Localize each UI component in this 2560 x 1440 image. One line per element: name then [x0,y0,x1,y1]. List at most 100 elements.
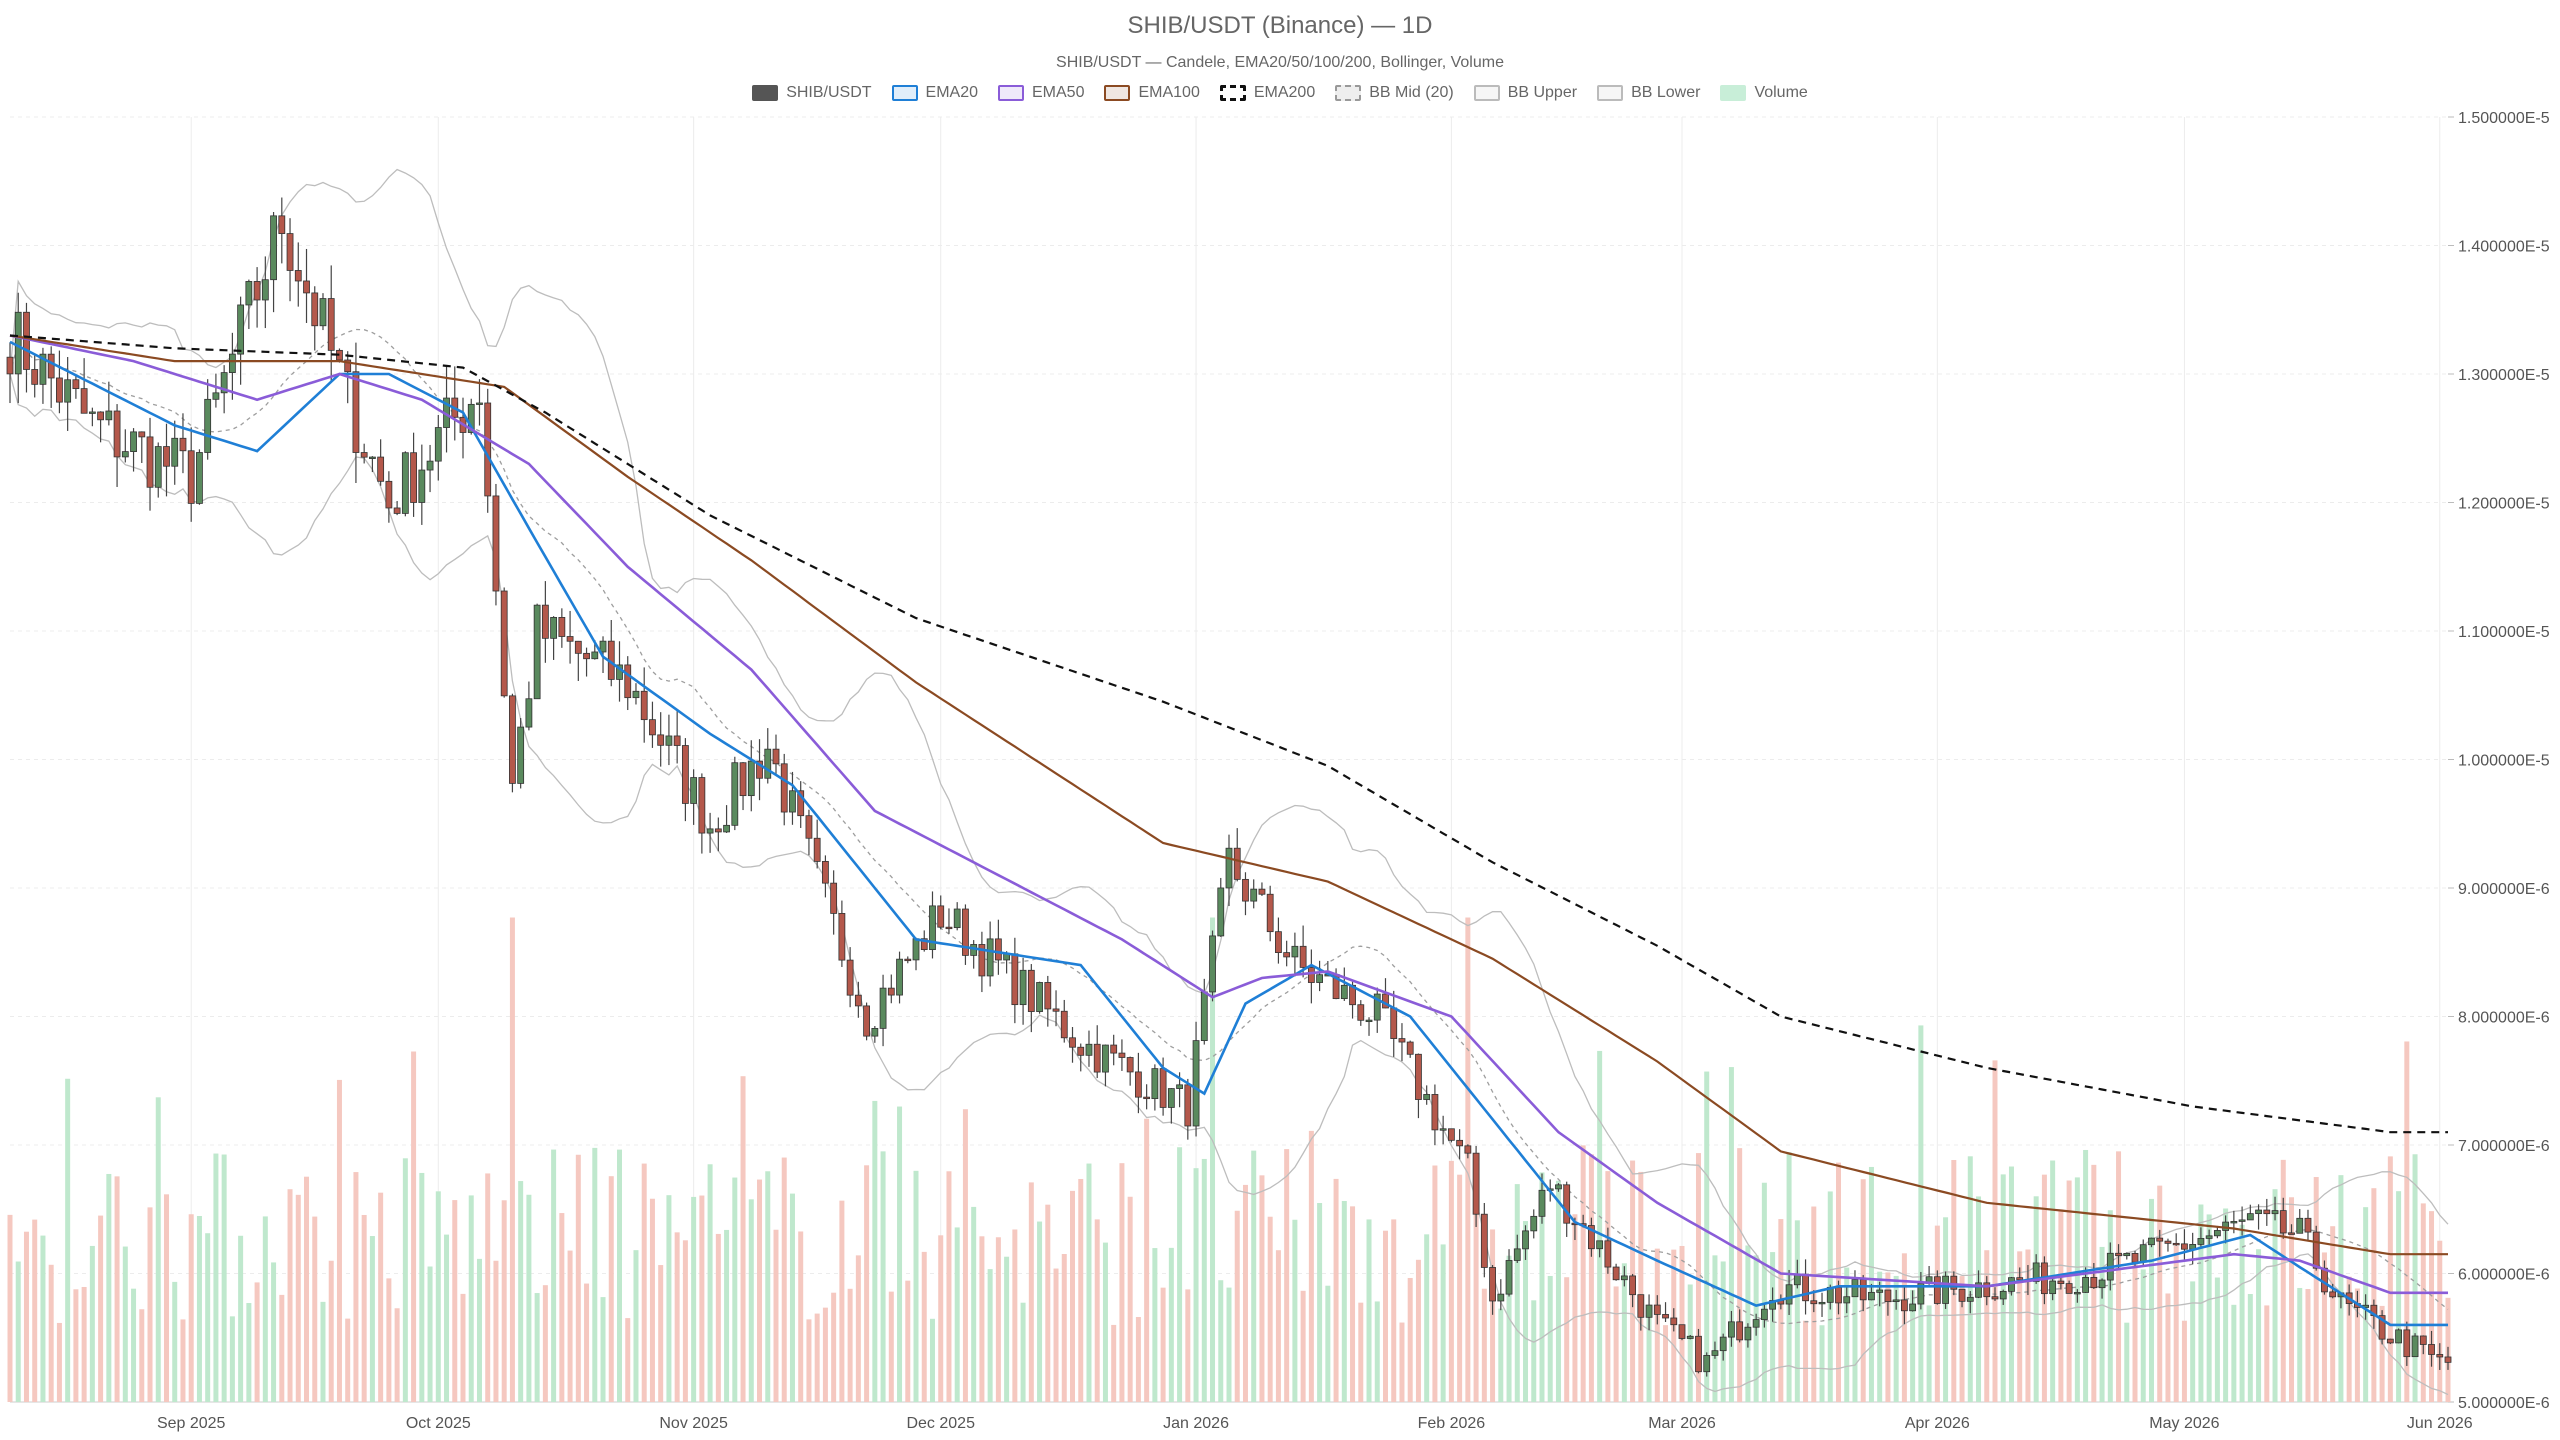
candle-body [1513,1248,1521,1261]
candle-body [2436,1354,2444,1358]
volume-bar [2116,1151,2122,1402]
volume-bar [1053,1268,1059,1402]
candle-body [1810,1300,1818,1305]
volume-bar [2148,1198,2154,1402]
candle-body [1184,1084,1192,1127]
candle-body [591,651,599,660]
legend-item-ema20[interactable]: EMA20 [891,84,978,102]
y-tick-label: 1.200000E-5 [2458,496,2550,513]
volume-bar [715,1233,721,1402]
volume-bar [1679,1245,1685,1402]
candle-body [2197,1238,2205,1245]
candle-body [1522,1230,1529,1250]
volume-bar [485,1173,491,1402]
candle-body [1620,1275,1628,1281]
volume-bar [1605,1171,1611,1402]
volume-bar [1242,1184,1248,1402]
candle-body [2238,1219,2246,1222]
volume-bar [106,1173,112,1402]
y-tick-label: 6.000000E-6 [2458,1267,2550,1284]
volume-bar [995,1237,1001,1402]
candle-body [1505,1260,1513,1295]
candle-body [599,640,607,653]
volume-bar [641,1163,647,1402]
volume-bar [1127,1196,1133,1402]
volume-bar [1407,1277,1413,1402]
volume-bar [509,917,515,1402]
volume-bar [666,1195,672,1402]
candle-body [1983,1282,1991,1298]
volume-bar [2132,1255,2138,1402]
candle-body [1299,945,1307,968]
volume-bar [7,1214,13,1402]
volume-bar [1094,1219,1100,1402]
candle-body [2205,1235,2213,1239]
legend-item-shib-usdt[interactable]: SHIB/USDT [752,84,872,102]
candle-body [805,815,813,839]
volume-bar [98,1215,104,1402]
legend-item-bb-lower[interactable]: BB Lower [1597,84,1700,102]
volume-bar [2058,1209,2064,1402]
legend-item-ema200[interactable]: EMA200 [1219,84,1315,102]
ema-lines [9,334,2448,1327]
legend-item-bb-upper[interactable]: BB Upper [1473,84,1577,102]
bb-lower-line [9,373,2449,1396]
volume-bar [2338,1175,2344,1402]
candle-body [2395,1329,2402,1344]
candle-body [1736,1321,1744,1341]
legend-item-ema100[interactable]: EMA100 [1104,84,1200,102]
legend-item-volume[interactable]: Volume [1720,84,1808,102]
candle-body [1686,1335,1694,1339]
candle-body [2419,1335,2427,1345]
candle-body [1307,966,1315,983]
candle-body [1530,1215,1538,1232]
volume-bar [913,1170,919,1402]
candle-body [1884,1289,1892,1302]
candle-body [1472,1152,1480,1215]
candle-body [72,379,80,390]
candle-body [1110,1044,1118,1054]
candle-body [2444,1356,2452,1363]
volume-bar [806,1319,812,1402]
legend-item-bb-mid-20-[interactable]: BB Mid (20) [1335,84,1454,102]
volume-bar [139,1309,145,1402]
volume-bar [1135,1316,1141,1402]
volume-bar [213,1153,219,1402]
volume-bar [1028,1182,1034,1402]
candle-body [1653,1304,1661,1315]
candle-body [1291,945,1299,958]
volume-bar [1308,1130,1314,1402]
candle-body [2246,1213,2254,1221]
candle-body [1859,1279,1867,1301]
volume-bar [1465,917,1471,1402]
volume-bar [1037,1221,1043,1402]
volume-bar [452,1200,458,1402]
candle-body [476,402,483,405]
ema50-line [9,334,2448,1295]
legend-item-ema50[interactable]: EMA50 [998,84,1084,102]
candle-body [541,604,549,639]
candle-body [294,270,302,282]
volume-bar [1045,1204,1051,1402]
candle-body [1019,969,1027,1006]
y-tick-label: 1.400000E-5 [2458,239,2550,256]
candle-body [2386,1338,2394,1344]
volume-bar [1218,1280,1224,1402]
candle-body [1464,1145,1472,1154]
volume-bar [954,1227,960,1402]
volume-bar [1877,1271,1883,1402]
candle-body [1398,1038,1406,1043]
volume-bar [1934,1225,1940,1402]
candle-body [146,436,154,488]
bollinger-bands [9,168,2449,1396]
volume-bar [1514,1184,1520,1402]
volume-bar [1382,1230,1388,1402]
volume-bar [1284,1149,1290,1402]
ema100-line [9,334,2448,1256]
legend-label: EMA20 [925,84,978,101]
volume-bar [1737,1148,1743,1402]
candle-body [2263,1209,2271,1215]
volume-bar [2256,1249,2262,1402]
candle-body [154,446,162,488]
